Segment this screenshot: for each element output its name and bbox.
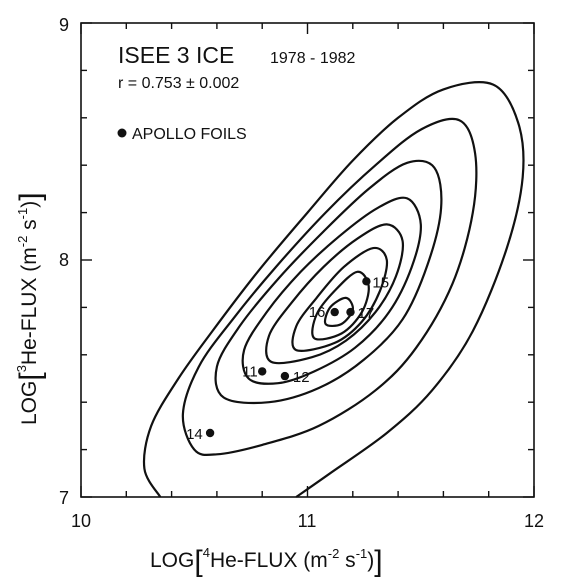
y-axis-label: LOG[3He-FLUX (m-2 s-1)] (14, 192, 47, 425)
apollo-point-11 (258, 367, 267, 376)
apollo-point-label-11: 11 (242, 363, 258, 380)
apollo-point-12 (280, 371, 290, 381)
x-tick-label-10: 10 (71, 511, 91, 531)
contour-level-2 (181, 117, 478, 457)
apollo-point-label-14: 14 (186, 426, 203, 443)
x-axis-label: LOG[4He-FLUX (m-2 s-1)] (150, 545, 383, 578)
legend-marker (117, 128, 127, 138)
contour-level-7 (311, 270, 370, 341)
y-tick-label-9: 9 (59, 15, 69, 35)
apollo-foil-points: 11 12 14 15 16 17 (186, 274, 389, 443)
apollo-point-label-12: 12 (293, 369, 310, 386)
apollo-point-label-15: 15 (372, 274, 389, 291)
correlation-text: r = 0.753 ± 0.002 (118, 75, 239, 92)
contour-level-6 (291, 246, 389, 352)
x-tick-label-12: 12 (524, 511, 544, 531)
chart-title-years: 1978 - 1982 (270, 50, 356, 67)
y-tick-label-7: 7 (59, 488, 69, 508)
y-tick-label-8: 8 (59, 250, 69, 270)
contour-level-8 (323, 296, 354, 328)
legend-label: APOLLO FOILS (132, 126, 247, 143)
apollo-point-17 (346, 307, 355, 317)
apollo-point-label-17: 17 (358, 305, 375, 322)
chart-title: ISEE 3 ICE (118, 42, 234, 68)
apollo-point-15 (362, 277, 371, 286)
contour-level-4 (241, 196, 422, 385)
x-tick-label-11: 11 (298, 511, 317, 531)
contour-level-1 (142, 81, 525, 498)
apollo-point-label-16: 16 (309, 304, 326, 321)
contour-lines (142, 81, 525, 498)
axis-ticks (80, 22, 535, 498)
contour-level-3 (214, 159, 443, 405)
apollo-point-16 (330, 307, 339, 317)
contour-level-5 (265, 223, 405, 365)
apollo-point-14 (205, 428, 215, 438)
plot-frame (80, 22, 535, 498)
